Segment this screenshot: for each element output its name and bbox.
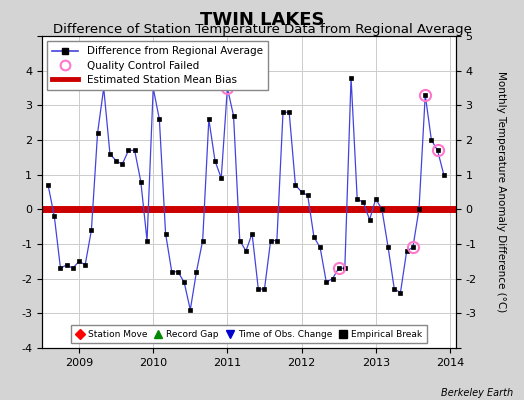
Y-axis label: Monthly Temperature Anomaly Difference (°C): Monthly Temperature Anomaly Difference (… <box>496 71 506 313</box>
Legend: Station Move, Record Gap, Time of Obs. Change, Empirical Break: Station Move, Record Gap, Time of Obs. C… <box>71 326 427 344</box>
Text: Berkeley Earth: Berkeley Earth <box>441 388 514 398</box>
Text: TWIN LAKES: TWIN LAKES <box>200 11 324 29</box>
Text: Difference of Station Temperature Data from Regional Average: Difference of Station Temperature Data f… <box>52 23 472 36</box>
